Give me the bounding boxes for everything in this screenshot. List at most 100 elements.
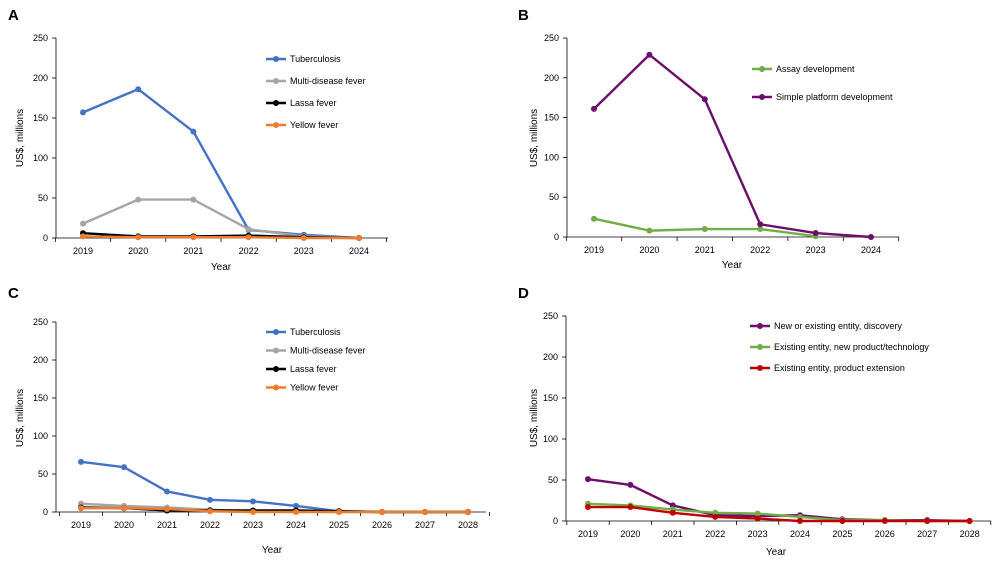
series-line: [593, 53, 872, 239]
series-line: [588, 505, 970, 523]
data-point: [80, 233, 86, 240]
y-tick-label: 100: [543, 434, 558, 444]
x-tick-label: 2021: [157, 520, 177, 530]
y-tick-label: 0: [553, 516, 558, 526]
data-point: [164, 505, 170, 512]
y-tick-label: 50: [549, 192, 559, 202]
data-point: [701, 96, 708, 103]
series-line: [80, 460, 468, 514]
legend-marker: [273, 366, 279, 372]
legend-marker: [273, 329, 279, 335]
y-tick-label: 100: [544, 152, 559, 162]
data-point: [250, 498, 256, 505]
data-point: [207, 508, 213, 515]
y-tick-label: 250: [544, 33, 559, 43]
y-tick-label: 100: [33, 153, 48, 163]
series-line: [82, 235, 359, 240]
x-tick-label: 2022: [239, 246, 259, 256]
data-point: [757, 226, 764, 233]
x-tick-label: 2022: [750, 245, 770, 255]
data-point: [591, 105, 597, 112]
data-point: [300, 235, 307, 241]
series-new-or-existing-entity-discovery: [585, 476, 973, 524]
x-tick-label: 2025: [329, 520, 349, 530]
data-point: [164, 488, 170, 495]
legend-item: Tuberculosis: [266, 54, 341, 64]
y-tick-label: 50: [38, 193, 48, 203]
x-tick-label: 2021: [663, 529, 683, 539]
legend-label: Yellow fever: [290, 120, 338, 130]
series-line: [82, 87, 360, 240]
data-point: [712, 513, 719, 520]
series-yellow-fever: [78, 505, 471, 515]
x-tick-label: 2027: [415, 520, 435, 530]
data-point: [669, 509, 676, 516]
legend-label: Assay development: [776, 64, 855, 74]
x-tick-label: 2021: [695, 245, 715, 255]
legend-item: Existing entity, product extension: [750, 363, 905, 373]
data-point: [881, 518, 888, 524]
x-tick-label: 2026: [875, 529, 895, 539]
data-point: [797, 513, 803, 520]
legend-label: New or existing entity, discovery: [774, 321, 902, 331]
x-tick-label: 2025: [832, 529, 852, 539]
data-point: [207, 496, 213, 503]
x-tick-label: 2019: [578, 529, 598, 539]
legend-label: Yellow fever: [290, 383, 338, 393]
y-axis-title: US$, millions: [529, 109, 540, 167]
legend-item: Simple platform development: [752, 92, 893, 102]
legend-item: Yellow fever: [266, 383, 338, 393]
panel-letter: D: [518, 285, 529, 302]
series-simple-platform-development: [591, 51, 874, 240]
legend-label: Lassa fever: [290, 364, 337, 374]
panel-letter: A: [8, 7, 19, 24]
data-point: [627, 504, 634, 511]
data-point: [190, 128, 197, 135]
data-point: [80, 220, 86, 227]
series-tuberculosis: [80, 86, 362, 241]
data-point: [80, 109, 86, 116]
data-point: [839, 518, 846, 524]
x-tick-label: 2023: [748, 529, 768, 539]
x-tick-label: 2020: [620, 529, 640, 539]
legend-item: Assay development: [752, 64, 855, 74]
data-point: [245, 226, 252, 233]
x-tick-label: 2024: [790, 529, 810, 539]
legend-marker: [273, 122, 279, 128]
data-point: [669, 502, 676, 509]
y-tick-label: 150: [543, 393, 558, 403]
legend-marker: [273, 56, 279, 62]
series-line: [82, 198, 360, 240]
data-point: [356, 235, 362, 241]
data-point: [190, 234, 197, 241]
legend-marker: [759, 66, 765, 72]
x-tick-label: 2019: [73, 246, 93, 256]
legend-marker: [273, 347, 279, 354]
data-point: [245, 234, 252, 241]
data-point: [585, 476, 591, 483]
data-point: [966, 518, 973, 524]
legend-item: Lassa fever: [266, 364, 337, 374]
data-point: [250, 509, 256, 515]
legend-marker: [757, 344, 763, 350]
data-point: [797, 518, 803, 524]
data-point: [135, 196, 142, 203]
data-point: [465, 509, 471, 515]
data-point: [585, 504, 591, 511]
x-tick-label: 2023: [294, 246, 314, 256]
data-point: [812, 230, 819, 237]
series-line: [81, 507, 468, 514]
data-point: [701, 226, 708, 233]
y-tick-label: 200: [33, 355, 48, 365]
x-axis-title: Year: [766, 547, 787, 558]
data-point: [121, 505, 127, 512]
chart-panel-c: C 0 50 100 150 200 250 2019 2020 2021 2022 2023 2024…: [8, 285, 490, 556]
legend-marker: [273, 78, 279, 84]
x-tick-label: 2022: [200, 520, 220, 530]
chart-panel-b: B 0 50 100 150 200 250 2019 2020 2021 2022 2023 2024…: [518, 7, 900, 271]
data-point: [591, 215, 597, 222]
data-point: [627, 481, 634, 488]
data-point: [78, 505, 84, 512]
y-axis-title: US$, millions: [15, 109, 26, 167]
data-point: [379, 509, 385, 515]
